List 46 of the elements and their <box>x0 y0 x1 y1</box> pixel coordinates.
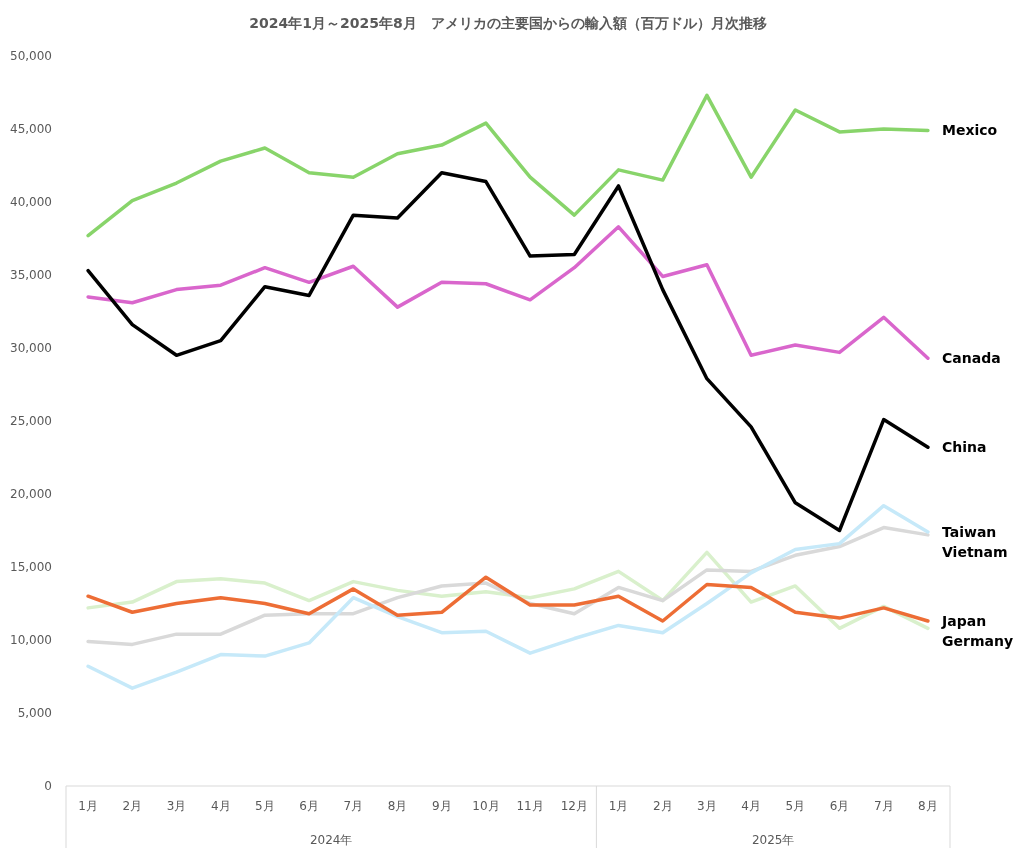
line-series <box>86 575 930 623</box>
text: 2024年 <box>309 833 353 847</box>
x-tick-label: 8月 <box>918 799 938 813</box>
y-tick-label: 15,000 <box>10 560 52 575</box>
line-series <box>86 93 930 238</box>
y-tick-label: 0 <box>44 779 52 794</box>
series-label: Mexico <box>942 122 998 139</box>
x-tick-label: 1月 <box>78 799 98 813</box>
y-tick-label: 40,000 <box>10 195 52 210</box>
text: 2025年 <box>751 833 795 847</box>
y-tick-label: 10,000 <box>10 633 52 648</box>
x-tick-label: 5月 <box>785 799 806 813</box>
x-tick-label: 6月 <box>299 799 319 813</box>
series-label: Taiwan <box>942 523 997 540</box>
x-tick-label: 7月 <box>343 799 364 813</box>
y-tick-label: 50,000 <box>10 49 52 64</box>
series-label: Germany <box>942 632 1014 649</box>
x-tick-label: 3月 <box>697 799 717 813</box>
x-tick-label: 12月 <box>560 799 588 813</box>
series-label: Japan <box>941 612 987 629</box>
x-tick-label: 4月 <box>210 799 231 813</box>
x-tick-label: 4月 <box>741 799 761 813</box>
x-tick-label: 11月 <box>516 799 544 813</box>
x-tick-label: 10月 <box>472 799 500 813</box>
x-tick-label: 8月 <box>387 799 408 813</box>
y-tick-label: 35,000 <box>10 268 52 283</box>
x-tick-label: 5月 <box>255 799 275 813</box>
y-tick-label: 20,000 <box>10 487 52 502</box>
x-tick-label: 9月 <box>431 799 452 813</box>
series-label: Canada <box>942 350 1001 367</box>
line-series <box>86 503 930 690</box>
series-label: China <box>942 439 987 456</box>
y-tick-label: 25,000 <box>10 414 52 429</box>
chart-title: 2024年1月～2025年8月 アメリカの主要国からの輸入額（百万ドル）月次推移 <box>249 15 767 31</box>
line-series <box>86 171 930 533</box>
y-tick-label: 30,000 <box>10 341 52 356</box>
x-tick-label: 6月 <box>829 799 850 813</box>
y-tick-label: 5,000 <box>17 706 52 721</box>
y-tick-label: 45,000 <box>10 122 52 137</box>
line-series <box>86 225 930 360</box>
x-tick-label: 2月 <box>652 799 673 813</box>
series-label: Vietnam <box>942 543 1008 560</box>
x-tick-label: 3月 <box>166 799 187 813</box>
x-tick-label: 2月 <box>122 799 143 813</box>
x-tick-label: 1月 <box>608 799 629 813</box>
x-tick-label: 7月 <box>873 799 894 813</box>
